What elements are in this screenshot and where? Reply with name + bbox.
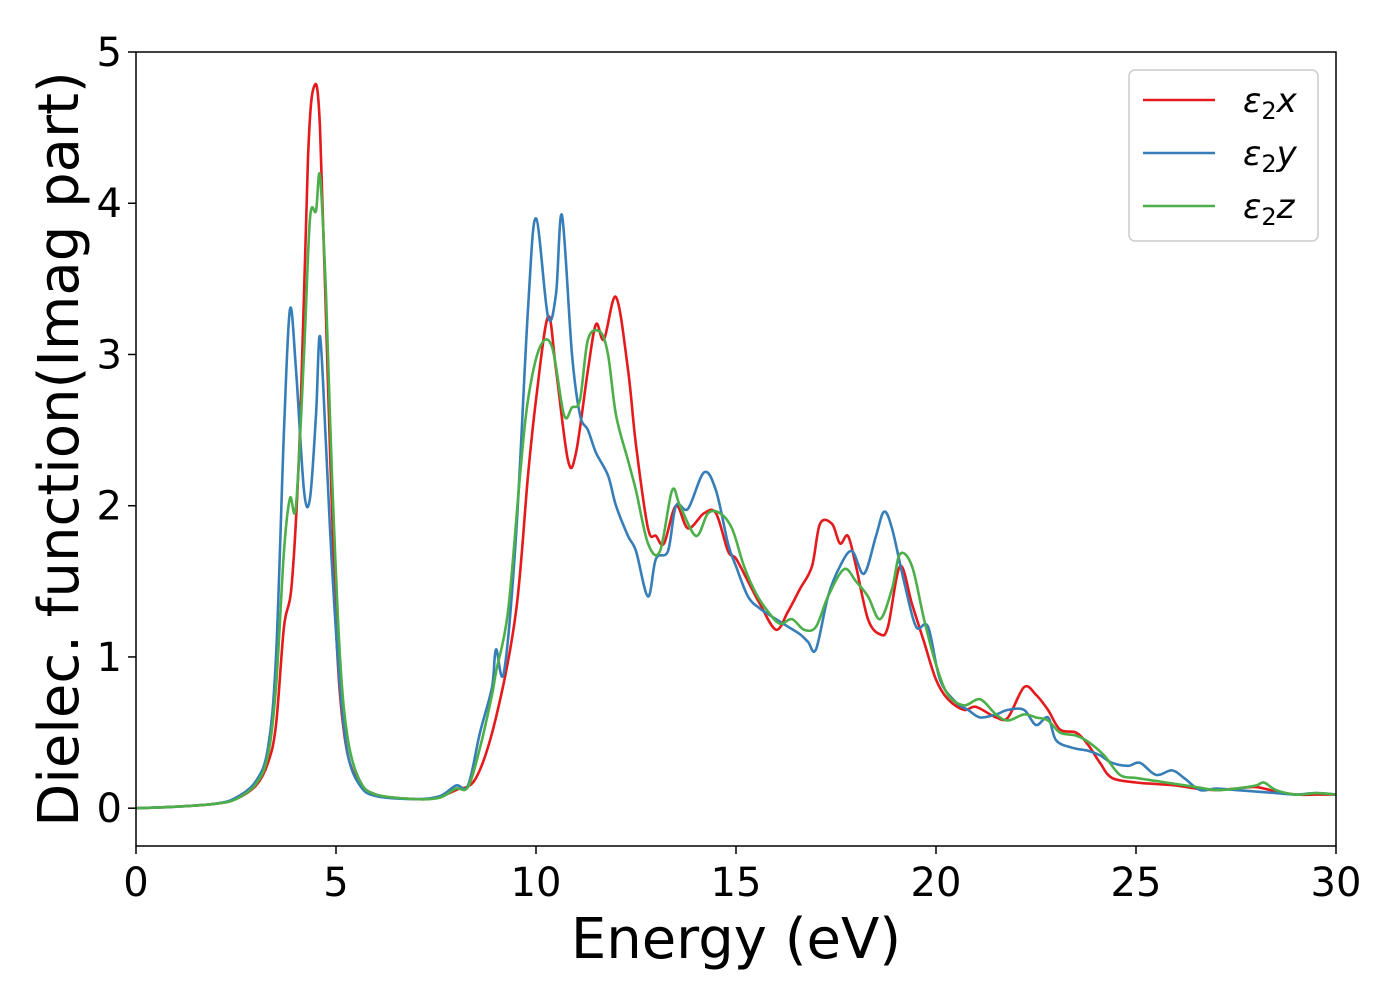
y-tick-label: 5 — [97, 30, 122, 76]
x-axis-label: Energy (eV) — [571, 907, 901, 972]
x-tick-label: 0 — [123, 860, 148, 906]
x-axis: 0 5 10 15 20 25 30 — [123, 846, 1361, 906]
series-line-y — [135, 213, 1337, 810]
x-tick-label: 15 — [711, 860, 762, 906]
y-axis: 0 1 2 3 4 5 — [97, 30, 136, 832]
x-tick-label: 5 — [323, 860, 348, 906]
y-axis-label: Dielec. function(Imag part) — [27, 71, 92, 827]
legend: ε2x ε2y ε2z — [1128, 69, 1319, 242]
y-tick-label: 2 — [97, 484, 122, 530]
x-tick-label: 25 — [1111, 860, 1162, 906]
x-tick-label: 20 — [911, 860, 962, 906]
x-tick-label: 10 — [511, 860, 562, 906]
series-lines — [135, 82, 1337, 810]
x-tick-label: 30 — [1311, 860, 1362, 906]
y-tick-label: 1 — [97, 635, 122, 681]
legend-label-x: ε2x — [1243, 81, 1298, 125]
y-tick-label: 4 — [97, 181, 122, 227]
legend-label-y: ε2y — [1243, 134, 1298, 178]
series-line-z — [135, 171, 1337, 810]
y-tick-label: 3 — [97, 332, 122, 378]
legend-box — [1128, 69, 1319, 242]
legend-label-z: ε2z — [1243, 187, 1296, 231]
y-tick-label: 0 — [97, 786, 122, 832]
